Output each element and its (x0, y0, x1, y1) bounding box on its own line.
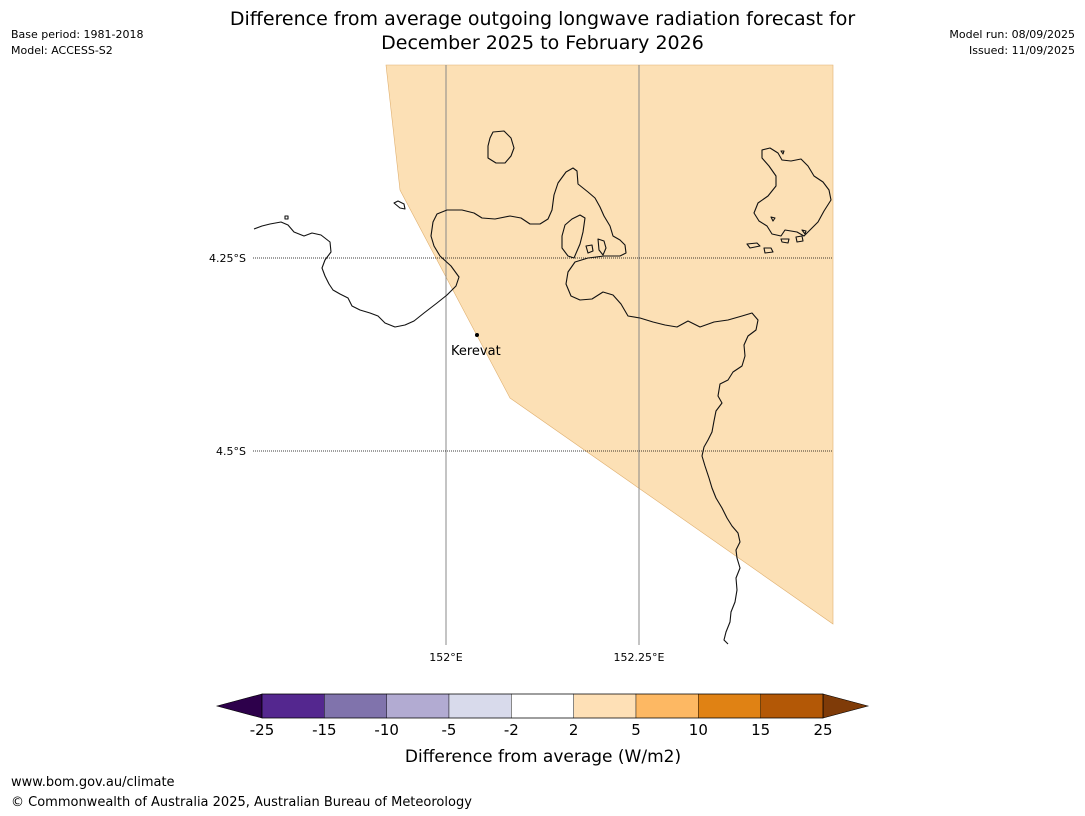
coastline-inner-bay (561, 214, 586, 259)
town-label-kerevat: Kerevat (451, 344, 501, 359)
colorbar-segment (511, 693, 574, 719)
coastline-east-islets (746, 150, 807, 254)
town-marker-kerevat (475, 333, 479, 337)
footer-url: www.bom.gov.au/climate (11, 775, 175, 790)
colorbar-segment (261, 693, 325, 719)
colorbar-segment (448, 693, 512, 719)
title-line-1: Difference from average outgoing longwav… (229, 8, 856, 30)
colorbar-tick-label: 5 (631, 721, 641, 739)
meta-left: Base period: 1981-2018 Model: ACCESS-S2 (11, 27, 143, 59)
forecast-anomaly-region (385, 64, 834, 625)
model-run: Model run: 08/09/2025 (949, 28, 1075, 41)
colorbar-title: Difference from average (W/m2) (405, 747, 681, 767)
base-period: Base period: 1981-2018 (11, 28, 144, 41)
colorbar: -25 -15 -10 -5 -2 2 5 10 15 25 (215, 693, 870, 739)
colorbar-tick-label: -5 (442, 721, 457, 739)
coastline-main (253, 167, 759, 645)
colorbar-tick-label: 10 (689, 721, 708, 739)
colorbar-tick-label: -15 (312, 721, 337, 739)
colorbar-tick-label: -25 (250, 721, 275, 739)
model-name: Model: ACCESS-S2 (11, 44, 113, 57)
coastline-islet-west (284, 215, 289, 220)
meta-right: Model run: 08/09/2025 Issued: 11/09/2025 (949, 27, 1075, 59)
colorbar-segment (760, 693, 824, 719)
colorbar-tick-label: 15 (751, 721, 770, 739)
colorbar-segment (635, 693, 699, 719)
colorbar-outline (261, 693, 824, 719)
colorbar-segment (573, 693, 637, 719)
coastline-inlet-lagoon (597, 238, 607, 256)
coastlines (253, 130, 832, 645)
colorbar-segment (698, 693, 761, 719)
issued-date: Issued: 11/09/2025 (968, 44, 1075, 57)
footer-copyright: © Commonwealth of Australia 2025, Austra… (11, 795, 472, 810)
colorbar-extend-low (215, 693, 263, 719)
colorbar-tick-label: -10 (374, 721, 399, 739)
colorbar-segment (324, 693, 387, 719)
colorbar-tick-label: 2 (569, 721, 579, 739)
lon-label-152: 152°E (429, 651, 462, 664)
graticule (253, 65, 833, 645)
colorbar-tick-label: -2 (504, 721, 519, 739)
coastline-island-small-west (393, 200, 406, 210)
lon-label-152-25: 152.25°E (614, 651, 665, 664)
lat-label-4-5: 4.5°S (216, 445, 246, 458)
lat-label-4-25: 4.25°S (209, 252, 246, 265)
title-line-2: December 2025 to February 2026 (381, 32, 704, 54)
coastline-inlet-small (585, 244, 594, 254)
chart-title: Difference from average outgoing longwav… (0, 7, 1085, 55)
coastline-island-north (487, 130, 515, 164)
colorbar-tick-label: 25 (813, 721, 832, 739)
colorbar-segment (386, 693, 450, 719)
coastline-east-islands (753, 147, 832, 237)
colorbar-extend-high (822, 693, 870, 719)
